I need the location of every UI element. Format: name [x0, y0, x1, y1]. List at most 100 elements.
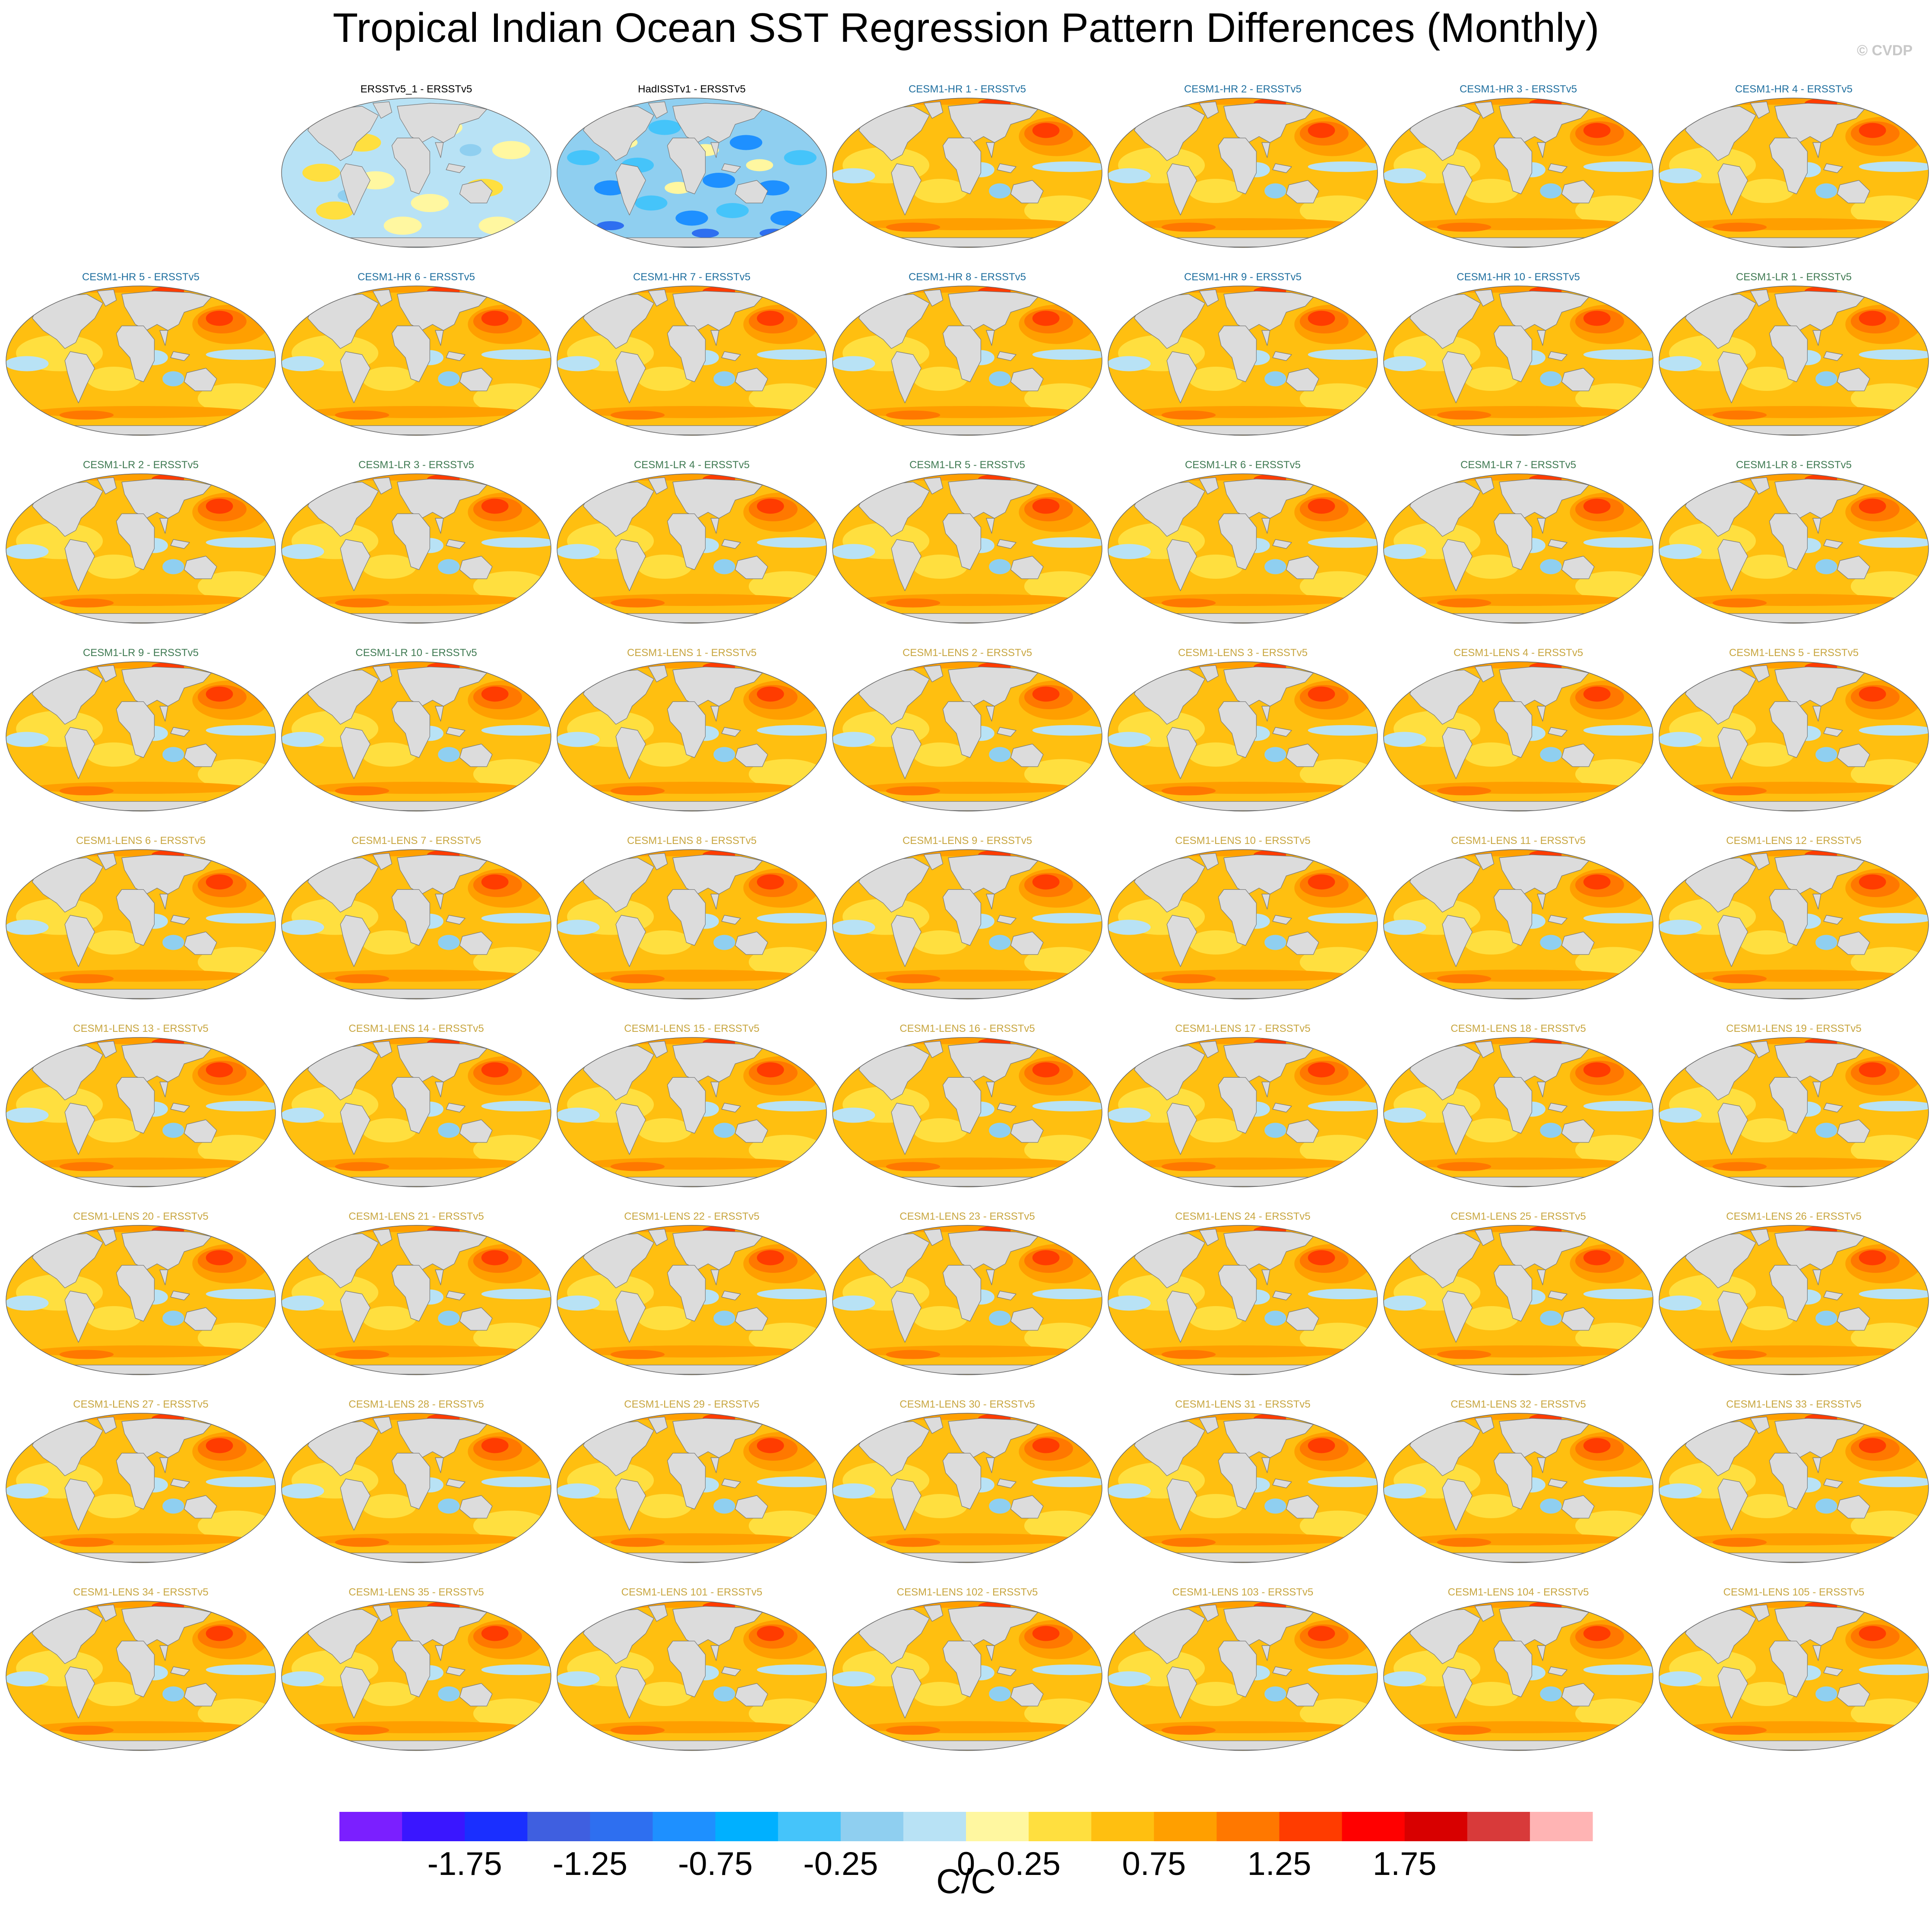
world-map	[6, 849, 276, 999]
world-map	[1659, 98, 1929, 248]
map-panel: CESM1-LENS 13 - ERSSTv5	[5, 1019, 276, 1192]
world-map	[557, 98, 827, 248]
colorbar-swatch	[903, 1812, 966, 1841]
colorbar-tick-label: -1.75	[427, 1846, 502, 1882]
map-panel: CESM1-LR 3 - ERSSTv5	[281, 456, 552, 628]
world-map	[557, 285, 827, 436]
panel-title: CESM1-LENS 10 - ERSSTv5	[1175, 835, 1311, 847]
panel-title: CESM1-LR 7 - ERSSTv5	[1460, 459, 1577, 471]
map-panel: CESM1-LENS 31 - ERSSTv5	[1107, 1395, 1378, 1568]
panel-title: CESM1-LENS 12 - ERSSTv5	[1726, 835, 1862, 847]
map-panel: CESM1-LENS 8 - ERSSTv5	[556, 831, 827, 1004]
world-map	[6, 1413, 276, 1563]
world-map	[281, 849, 551, 999]
colorbar-tick-label: 0.25	[997, 1846, 1061, 1882]
panel-title: CESM1-LENS 104 - ERSSTv5	[1447, 1586, 1589, 1598]
map-panel: CESM1-HR 4 - ERSSTv5	[1658, 80, 1929, 253]
colorbar-swatch	[402, 1812, 465, 1841]
colorbar-swatch	[590, 1812, 653, 1841]
map-panel: CESM1-HR 6 - ERSSTv5	[281, 268, 552, 441]
map-panel: CESM1-HR 5 - ERSSTv5	[5, 268, 276, 441]
world-map	[1659, 1601, 1929, 1751]
panel-title: CESM1-LR 1 - ERSSTv5	[1736, 271, 1852, 283]
panel-title: CESM1-HR 6 - ERSSTv5	[357, 271, 475, 283]
panel-title: CESM1-HR 2 - ERSSTv5	[1184, 83, 1302, 95]
colorbar-swatch	[1342, 1812, 1405, 1841]
panel-title: CESM1-LENS 30 - ERSSTv5	[899, 1399, 1035, 1410]
world-map	[281, 473, 551, 624]
panel-title: CESM1-LENS 21 - ERSSTv5	[348, 1211, 484, 1222]
map-panel: CESM1-LENS 23 - ERSSTv5	[832, 1207, 1103, 1380]
map-panel: CESM1-LENS 1 - ERSSTv5	[556, 644, 827, 816]
colorbar-swatch	[339, 1812, 402, 1841]
chart-title: Tropical Indian Ocean SST Regression Pat…	[333, 5, 1599, 51]
colorbar-swatch	[1530, 1812, 1593, 1841]
map-panel: CESM1-LENS 15 - ERSSTv5	[556, 1019, 827, 1192]
map-panel: CESM1-LENS 22 - ERSSTv5	[556, 1207, 827, 1380]
colorbar-swatch	[715, 1812, 779, 1841]
map-panel: CESM1-LR 10 - ERSSTv5	[281, 644, 552, 816]
panel-title: CESM1-LENS 26 - ERSSTv5	[1726, 1211, 1862, 1222]
colorbar-swatch	[1467, 1812, 1530, 1841]
map-panel: CESM1-LENS 11 - ERSSTv5	[1383, 831, 1654, 1004]
panel-title: CESM1-LENS 23 - ERSSTv5	[899, 1211, 1035, 1222]
world-map	[1383, 1413, 1653, 1563]
world-map	[1108, 1413, 1378, 1563]
map-panel: CESM1-LR 7 - ERSSTv5	[1383, 456, 1654, 628]
world-map	[832, 1601, 1102, 1751]
world-map	[1383, 661, 1653, 812]
map-panel: CESM1-LENS 9 - ERSSTv5	[832, 831, 1103, 1004]
panel-title: CESM1-LENS 101 - ERSSTv5	[621, 1586, 763, 1598]
map-panel: CESM1-LENS 103 - ERSSTv5	[1107, 1583, 1378, 1756]
map-panel: CESM1-HR 10 - ERSSTv5	[1383, 268, 1654, 441]
map-panel: CESM1-LR 8 - ERSSTv5	[1658, 456, 1929, 628]
panel-title: CESM1-LENS 6 - ERSSTv5	[76, 835, 206, 847]
panel-title: CESM1-LENS 17 - ERSSTv5	[1175, 1023, 1311, 1034]
colorbar-swatch	[1216, 1812, 1280, 1841]
world-map	[1659, 661, 1929, 812]
world-map	[832, 98, 1102, 248]
panel-title: CESM1-LENS 28 - ERSSTv5	[348, 1399, 484, 1410]
panel-title: CESM1-LENS 2 - ERSSTv5	[902, 647, 1033, 659]
map-panel: CESM1-LENS 20 - ERSSTv5	[5, 1207, 276, 1380]
panel-title: CESM1-LENS 27 - ERSSTv5	[73, 1399, 209, 1410]
panel-title: CESM1-HR 3 - ERSSTv5	[1459, 83, 1577, 95]
world-map	[1108, 473, 1378, 624]
panel-title: CESM1-LENS 19 - ERSSTv5	[1726, 1023, 1862, 1034]
panel-title: CESM1-LENS 20 - ERSSTv5	[73, 1211, 209, 1222]
map-panel: CESM1-LENS 2 - ERSSTv5	[832, 644, 1103, 816]
panel-title: CESM1-LENS 24 - ERSSTv5	[1175, 1211, 1311, 1222]
world-map	[1108, 849, 1378, 999]
colorbar-swatch	[778, 1812, 841, 1841]
colorbar-swatch	[527, 1812, 590, 1841]
world-map	[832, 661, 1102, 812]
panel-title: HadISSTv1 - ERSSTv5	[638, 83, 746, 95]
world-map	[832, 849, 1102, 999]
colorbar-tick-label: 0.75	[1122, 1846, 1186, 1882]
panel-title: CESM1-LENS 34 - ERSSTv5	[73, 1586, 209, 1598]
map-panel: CESM1-LENS 24 - ERSSTv5	[1107, 1207, 1378, 1380]
map-panel: CESM1-LENS 34 - ERSSTv5	[5, 1583, 276, 1756]
panel-title: CESM1-LENS 33 - ERSSTv5	[1726, 1399, 1862, 1410]
map-panel: HadISSTv1 - ERSSTv5	[556, 80, 827, 253]
map-panel: CESM1-LENS 10 - ERSSTv5	[1107, 831, 1378, 1004]
map-panel: CESM1-LENS 16 - ERSSTv5	[832, 1019, 1103, 1192]
map-panel: CESM1-LENS 12 - ERSSTv5	[1658, 831, 1929, 1004]
world-map	[6, 285, 276, 436]
world-map	[557, 1413, 827, 1563]
map-panel: CESM1-LENS 19 - ERSSTv5	[1658, 1019, 1929, 1192]
panel-title: CESM1-HR 10 - ERSSTv5	[1457, 271, 1580, 283]
map-panel: CESM1-LENS 14 - ERSSTv5	[281, 1019, 552, 1192]
world-map	[281, 661, 551, 812]
world-map	[281, 1037, 551, 1187]
panel-title: CESM1-LENS 8 - ERSSTv5	[627, 835, 757, 847]
map-panel: CESM1-HR 8 - ERSSTv5	[832, 268, 1103, 441]
map-panel: CESM1-LR 9 - ERSSTv5	[5, 644, 276, 816]
world-map	[557, 1225, 827, 1375]
panel-title: CESM1-LENS 105 - ERSSTv5	[1723, 1586, 1865, 1598]
panel-title: ERSSTv5_1 - ERSSTv5	[360, 83, 472, 95]
panel-title: CESM1-LR 10 - ERSSTv5	[355, 647, 477, 659]
map-panel: CESM1-LENS 28 - ERSSTv5	[281, 1395, 552, 1568]
map-panel: CESM1-LR 1 - ERSSTv5	[1658, 268, 1929, 441]
map-panel: CESM1-LR 4 - ERSSTv5	[556, 456, 827, 628]
